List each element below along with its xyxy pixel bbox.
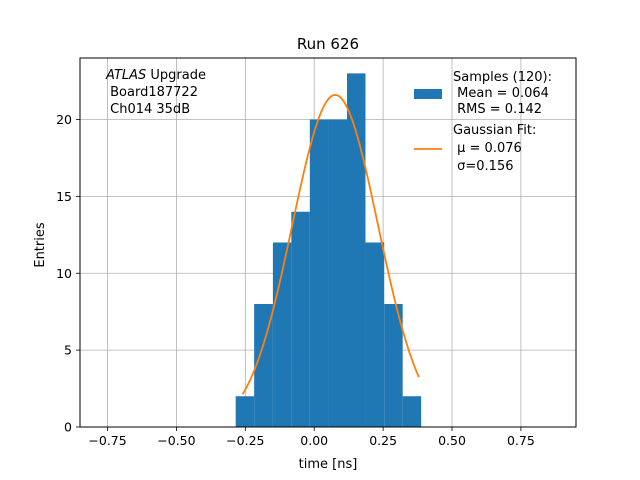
legend-fit-line-3: σ=0.156 (453, 159, 513, 174)
annotation-line-2: Board187722 (106, 85, 198, 100)
x-tick-label-4: 0.25 (369, 433, 397, 448)
atlas-annotation: ATLAS Upgrade Board187722 Ch014 35dB (105, 68, 206, 117)
axis-ticks: −0.75 −0.50 −0.25 0.00 0.25 0.50 0.75 0 5 10 15 20 (56, 112, 535, 448)
x-tick-label-1: −0.50 (157, 433, 195, 448)
annotation-line-1: ATLAS Upgrade (105, 68, 206, 83)
histogram-bar-9 (402, 396, 422, 427)
plot-frame (79, 57, 577, 428)
x-tick-label-6: 0.75 (507, 433, 535, 448)
chart-title: Run 626 (297, 35, 359, 53)
annotation-upgrade: Upgrade (146, 68, 206, 83)
legend-fit-line-2: μ = 0.076 (453, 141, 522, 156)
legend-patch-samples (414, 89, 442, 99)
histogram-bar-5 (328, 119, 348, 427)
histogram-bars (235, 73, 422, 427)
x-tick-label-3: 0.00 (300, 433, 328, 448)
histogram-bar-1 (254, 304, 273, 427)
x-tick-label-2: −0.25 (226, 433, 264, 448)
y-tick-label-2: 10 (56, 266, 72, 281)
legend: Samples (120): Mean = 0.064 RMS = 0.142 … (414, 70, 552, 174)
gaussian-fit (241, 93, 420, 395)
annotation-atlas: ATLAS (105, 68, 146, 83)
histogram-bar-3 (291, 211, 310, 427)
histogram-bar-4 (309, 119, 329, 427)
y-tick-label-0: 0 (64, 420, 72, 435)
y-axis-label: Entries (33, 222, 48, 268)
y-tick-label-4: 20 (56, 112, 72, 127)
x-axis-label: time [ns] (299, 457, 358, 472)
legend-samples-line-1: Samples (120): (453, 70, 552, 85)
legend-samples-line-2: Mean = 0.064 (453, 86, 549, 101)
histogram-bar-0 (235, 396, 255, 427)
y-tick-label-3: 15 (56, 189, 72, 204)
legend-samples-line-3: RMS = 0.142 (453, 102, 542, 117)
gaussian-fit-curve (241, 93, 420, 395)
histogram-bar-8 (384, 304, 403, 427)
legend-fit-line-1: Gaussian Fit: (453, 123, 536, 138)
histogram-bar-6 (347, 73, 366, 427)
y-tick-label-1: 5 (64, 343, 72, 358)
histogram-bar-7 (365, 242, 385, 427)
annotation-line-3: Ch014 35dB (106, 102, 190, 117)
x-tick-label-0: −0.75 (88, 433, 126, 448)
x-tick-label-5: 0.50 (438, 433, 466, 448)
